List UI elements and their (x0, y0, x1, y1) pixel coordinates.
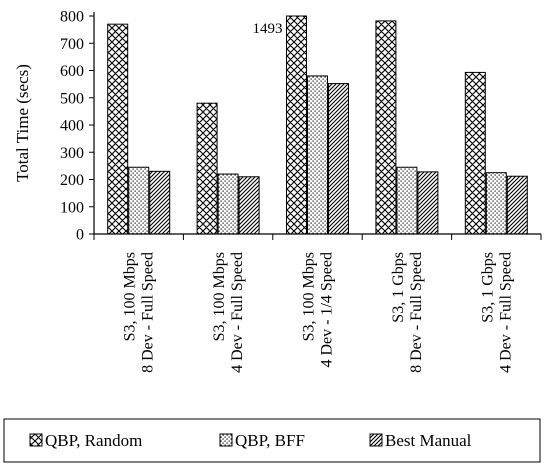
legend-label: Best Manual (385, 431, 472, 450)
category-label-line: S3, 100 Mbps (211, 252, 228, 341)
y-tick-label: 400 (60, 118, 84, 135)
bar-diagonal (417, 171, 439, 235)
category-label: S3, 100 Mbps 4 Dev - 1/4 Speed (301, 252, 336, 368)
bar-dots (217, 173, 239, 235)
y-axis-label: Total Time (secs) (13, 64, 32, 182)
bar-diagonal (149, 170, 171, 235)
category-label-line: S3, 1 Gbps (479, 252, 496, 323)
category-label: S3, 1 Gbps 4 Dev - Full Speed (479, 252, 514, 373)
bar-crosshatch (286, 15, 307, 235)
legend-label: QBP, Random (45, 431, 142, 450)
bar-crosshatch (196, 102, 218, 235)
bar-value-annotation: 1493 (253, 21, 283, 37)
y-tick-label: 100 (60, 199, 84, 216)
y-tick-label: 200 (60, 172, 84, 189)
bar-crosshatch (375, 20, 397, 235)
bar-crosshatch (107, 23, 129, 235)
plot-area (107, 15, 528, 235)
category-label-line: 4 Dev - Full Speed (229, 252, 246, 373)
category-label-line: 8 Dev - Full Speed (408, 252, 425, 373)
legend-box (3, 418, 541, 463)
category-labels: S3, 100 Mbps 8 Dev - Full Speed S3, 100 Mb… (122, 252, 515, 373)
y-tick-label: 500 (60, 90, 84, 107)
bar-dots (128, 166, 150, 235)
y-axis: 0 100 200 300 400 500 600 700 800 (60, 9, 94, 244)
y-tick-label: 800 (60, 9, 84, 26)
category-label-line: 4 Dev - Full Speed (497, 252, 514, 373)
legend-label: QBP, BFF (235, 431, 305, 450)
legend-swatch-crosshatch (29, 433, 43, 447)
legend: QBP, Random QBP, BFF Best Manual (3, 418, 541, 463)
category-label-line: 4 Dev - 1/4 Speed (319, 252, 336, 368)
bar-diagonal (328, 83, 349, 235)
bar-dots (485, 172, 507, 235)
bar-diagonal (506, 175, 528, 235)
category-label: S3, 1 Gbps 8 Dev - Full Speed (390, 252, 425, 373)
bar-crosshatch (464, 71, 486, 235)
category-label-line: S3, 100 Mbps (122, 252, 139, 341)
category-label-line: S3, 1 Gbps (390, 252, 407, 323)
bar-dots (307, 75, 328, 235)
legend-swatch-dots (219, 433, 233, 447)
annotations: 1493 (253, 21, 283, 37)
category-label-line: S3, 100 Mbps (301, 252, 318, 341)
y-tick-label: 300 (60, 145, 84, 162)
category-label: S3, 100 Mbps 4 Dev - Full Speed (211, 252, 246, 373)
x-axis (93, 234, 542, 240)
bar-diagonal (238, 176, 260, 235)
y-tick-label: 700 (60, 36, 84, 53)
bar-dots (396, 166, 418, 235)
category-label: S3, 100 Mbps 8 Dev - Full Speed (122, 252, 157, 373)
category-label-line: 8 Dev - Full Speed (140, 252, 157, 373)
axes (93, 12, 541, 235)
y-tick-label: 0 (76, 227, 84, 244)
y-tick-label: 600 (60, 63, 84, 80)
legend-swatch-diagonal (369, 433, 383, 447)
